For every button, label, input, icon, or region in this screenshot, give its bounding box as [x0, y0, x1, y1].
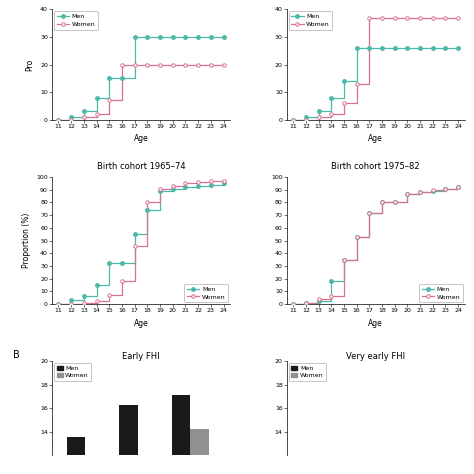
X-axis label: Age: Age — [368, 319, 383, 328]
X-axis label: Age: Age — [368, 135, 383, 144]
Legend: Men, Women: Men, Women — [54, 11, 98, 29]
Title: Early FHI: Early FHI — [122, 352, 160, 361]
Legend: Men, Women: Men, Women — [184, 284, 228, 302]
Text: B: B — [13, 350, 20, 360]
Y-axis label: Pro: Pro — [26, 58, 35, 71]
Legend: Men, Women: Men, Women — [289, 363, 326, 381]
Bar — [67, 438, 85, 474]
X-axis label: Age: Age — [134, 135, 148, 144]
Title: Very early FHI: Very early FHI — [346, 352, 405, 361]
Legend: Men, Women: Men, Women — [289, 11, 332, 29]
Title: Birth cohort 1975–82: Birth cohort 1975–82 — [331, 162, 420, 171]
Legend: Men, Women: Men, Women — [419, 284, 463, 302]
Title: Birth cohort 1965–74: Birth cohort 1965–74 — [97, 162, 185, 171]
Y-axis label: Proportion (%): Proportion (%) — [22, 213, 31, 268]
Bar — [119, 405, 138, 474]
Bar — [191, 429, 209, 474]
X-axis label: Age: Age — [134, 319, 148, 328]
Legend: Men, Women: Men, Women — [54, 363, 91, 381]
Bar — [172, 395, 191, 474]
